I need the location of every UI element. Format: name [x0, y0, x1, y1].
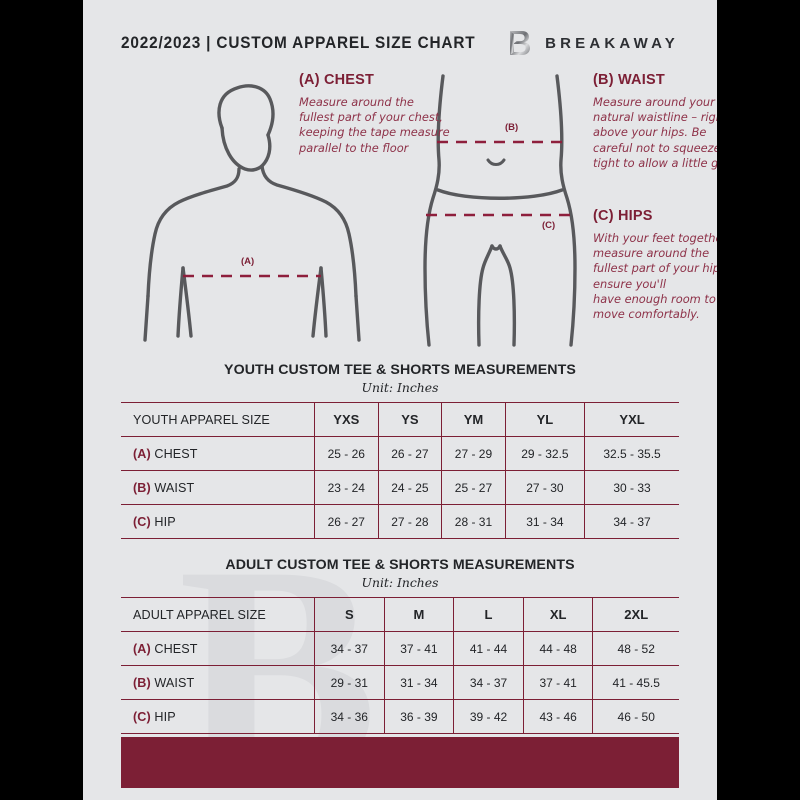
measurement-value: 36 - 39 — [383, 699, 454, 734]
size-header-yxs: YXS — [314, 402, 379, 437]
measurement-value: 25 - 27 — [441, 470, 506, 505]
measurement-label: (C) HIP — [121, 504, 315, 539]
measurement-value: 25 - 26 — [314, 436, 379, 471]
measurement-value: 41 - 44 — [453, 631, 524, 666]
size-header-yl: YL — [504, 402, 585, 437]
measurement-value: 46 - 50 — [592, 699, 679, 734]
measurement-value: 34 - 37 — [453, 665, 524, 700]
measurement-value: 30 - 33 — [584, 470, 679, 505]
measurement-value: 48 - 52 — [592, 631, 679, 666]
measurement-value: 34 - 37 — [584, 504, 679, 539]
measurement-value: 28 - 31 — [441, 504, 506, 539]
callout-hips: (C) HIPS With your feet together, measur… — [593, 208, 717, 322]
measurement-value: 29 - 31 — [314, 665, 385, 700]
measurement-mark: (C) — [133, 709, 151, 724]
table-row: (A) CHEST 34 - 37 37 - 41 41 - 44 44 - 48 48 … — [121, 631, 679, 666]
youth-table-title: YOUTH CUSTOM TEE & SHORTS MEASUREMENTS — [224, 362, 576, 378]
measurement-value: 29 - 32.5 — [504, 436, 585, 471]
adult-size-table-block: ADULT CUSTOM TEE & SHORTS MEASUREMENTS U… — [121, 557, 679, 734]
measurement-mark: (B) — [133, 480, 151, 495]
callout-waist: (B) WAIST Measure around your natural wa… — [593, 72, 717, 171]
measurement-mark: (C) — [133, 514, 151, 529]
measurement-value: 26 - 27 — [314, 504, 379, 539]
breakaway-b-monogram-icon — [505, 28, 532, 58]
size-header-xl: XL — [522, 597, 593, 632]
size-header-ys: YS — [377, 402, 442, 437]
measurement-value: 26 - 27 — [377, 436, 442, 471]
torso-figure: (A) — [139, 68, 369, 358]
size-header-yxl: YXL — [584, 402, 679, 437]
size-header-ym: YM — [441, 402, 506, 437]
measurement-value: 27 - 30 — [504, 470, 585, 505]
measurement-value: 39 - 42 — [453, 699, 524, 734]
table-row: (C) HIP 26 - 27 27 - 28 28 - 31 31 - 34 34 - … — [121, 504, 679, 539]
adult-table-title: ADULT CUSTOM TEE & SHORTS MEASUREMENTS — [225, 557, 575, 573]
size-column-header: ADULT APPAREL SIZE — [121, 597, 315, 632]
measurement-label: (B) WAIST — [121, 665, 315, 700]
table-row: (C) HIP 34 - 36 36 - 39 39 - 42 43 - 46 46 - … — [121, 699, 679, 734]
table-row: (A) CHEST 25 - 26 26 - 27 27 - 29 29 - 32.5 3… — [121, 436, 679, 471]
measurement-label: (A) CHEST — [121, 631, 315, 666]
callout-hips-body: With your feet together, measure around … — [593, 231, 717, 322]
callout-waist-body: Measure around your natural waistline – … — [593, 95, 717, 170]
size-chart-page: B 2022/2023 | CUSTOM APPAREL SIZE CHART — [83, 0, 717, 800]
callout-waist-heading: (B) WAIST — [593, 72, 665, 88]
lower-body-figure: (B) (C) — [421, 68, 581, 358]
measurement-label: (B) WAIST — [121, 470, 315, 505]
measurement-mark: (A) — [133, 446, 151, 461]
page-title: 2022/2023 | CUSTOM APPAREL SIZE CHART — [121, 33, 476, 52]
measurement-name: WAIST — [150, 675, 195, 690]
measurement-value: 44 - 48 — [522, 631, 593, 666]
measurement-name: CHEST — [150, 446, 198, 461]
measurement-name: HIP — [150, 514, 176, 529]
size-column-header: YOUTH APPAREL SIZE — [121, 402, 315, 437]
measurement-value: 32.5 - 35.5 — [584, 436, 679, 471]
chest-measure-label: (A) — [241, 256, 255, 267]
youth-size-table-block: YOUTH CUSTOM TEE & SHORTS MEASUREMENTS U… — [121, 362, 679, 539]
table-row: (B) WAIST 23 - 24 24 - 25 25 - 27 27 - 30 30 … — [121, 470, 679, 505]
measurement-label: (A) CHEST — [121, 436, 315, 471]
brand-lockup: BREAKAWAY — [505, 28, 679, 58]
measurement-value: 23 - 24 — [314, 470, 379, 505]
measurement-value: 41 - 45.5 — [592, 665, 679, 700]
measurement-name: WAIST — [150, 480, 195, 495]
brand-name: BREAKAWAY — [545, 34, 679, 52]
callout-chest-body: Measure around the fullest part of your … — [299, 95, 450, 155]
size-header-m: M — [383, 597, 454, 632]
measurement-value: 24 - 25 — [377, 470, 442, 505]
table-row: (B) WAIST 29 - 31 31 - 34 34 - 37 37 - 41 41 … — [121, 665, 679, 700]
measurement-value: 34 - 37 — [314, 631, 385, 666]
measurement-value: 27 - 28 — [377, 504, 442, 539]
measurement-mark: (B) — [133, 675, 151, 690]
measurement-value: 43 - 46 — [522, 699, 593, 734]
callout-hips-heading: (C) HIPS — [593, 208, 653, 224]
measurement-name: CHEST — [150, 641, 198, 656]
callout-chest-heading: (A) CHEST — [299, 72, 375, 88]
youth-size-table: YOUTH APPAREL SIZE YXS YS YM YL YXL (A) CHEST 2… — [121, 402, 679, 539]
measurement-value: 27 - 29 — [441, 436, 506, 471]
size-header-l: L — [453, 597, 524, 632]
measurement-mark: (A) — [133, 641, 151, 656]
adult-size-table: ADULT APPAREL SIZE S M L XL 2XL (A) CHEST 34 - … — [121, 597, 679, 734]
table-header-row: ADULT APPAREL SIZE S M L XL 2XL — [121, 597, 679, 632]
waist-measure-label: (B) — [505, 122, 519, 133]
measurement-value: 31 - 34 — [504, 504, 585, 539]
hip-measure-label: (C) — [542, 220, 556, 231]
measurement-value: 37 - 41 — [522, 665, 593, 700]
youth-table-unit: Unit: Inches — [361, 380, 439, 395]
callout-chest: (A) CHEST Measure around the fullest par… — [299, 72, 451, 156]
footer-bar — [121, 737, 679, 788]
adult-table-unit: Unit: Inches — [361, 575, 439, 590]
measurement-value: 34 - 36 — [314, 699, 385, 734]
size-header-2xl: 2XL — [592, 597, 679, 632]
measurement-label: (C) HIP — [121, 699, 315, 734]
measurement-name: HIP — [150, 709, 176, 724]
measurement-diagrams: (A) (B) ( — [121, 66, 717, 358]
measurement-value: 37 - 41 — [383, 631, 454, 666]
size-header-s: S — [314, 597, 385, 632]
table-header-row: YOUTH APPAREL SIZE YXS YS YM YL YXL — [121, 402, 679, 437]
page-header: 2022/2023 | CUSTOM APPAREL SIZE CHART — [121, 0, 679, 58]
measurement-value: 31 - 34 — [383, 665, 454, 700]
